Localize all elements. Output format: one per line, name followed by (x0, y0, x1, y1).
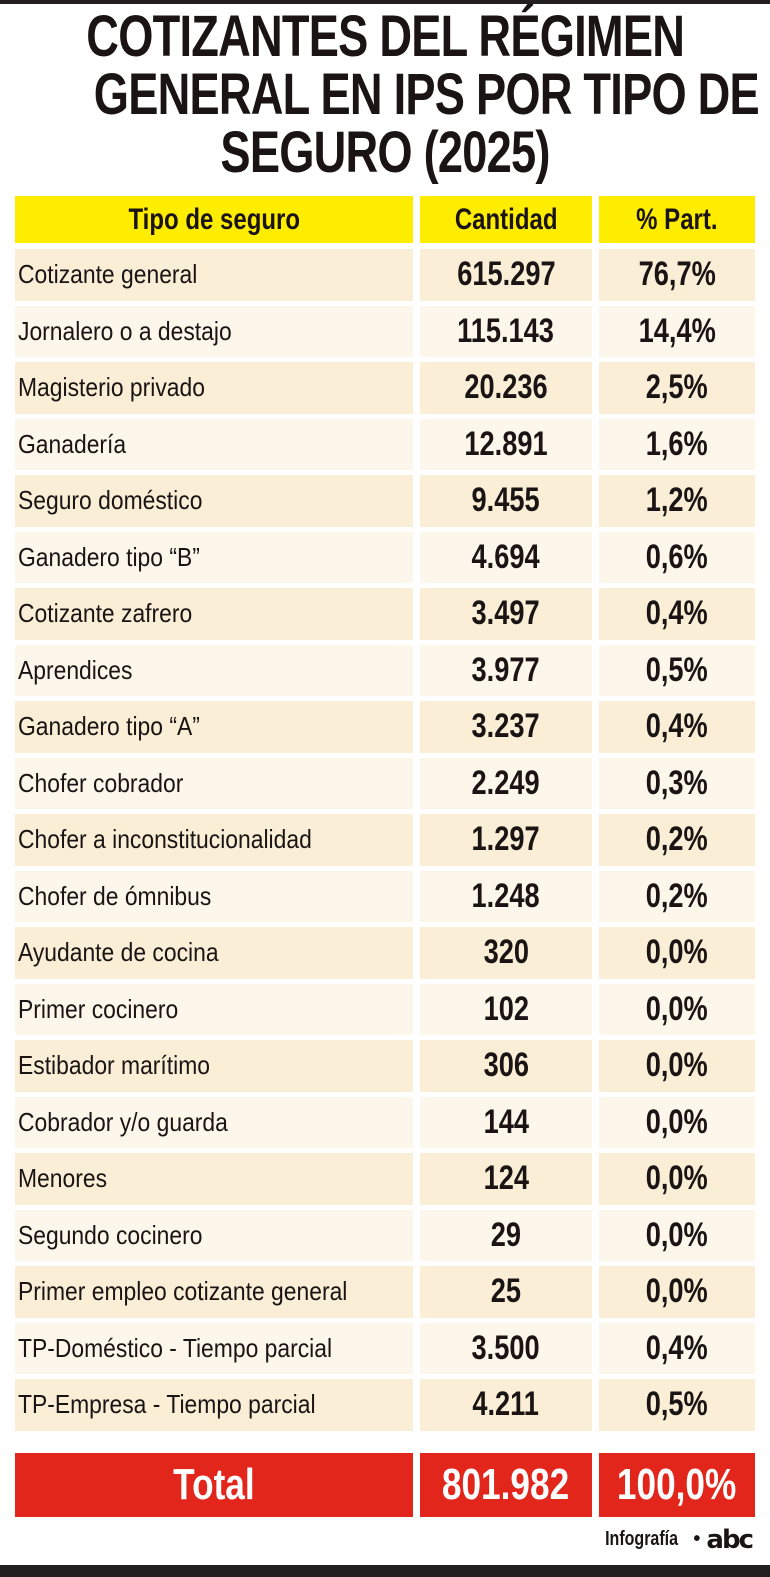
row-cantidad: 25 (420, 1266, 592, 1318)
row-part: 0,0% (599, 1266, 755, 1318)
header-tipo: Tipo de seguro (15, 196, 413, 243)
row-cantidad: 4.211 (420, 1379, 592, 1431)
header-cantidad: Cantidad (420, 196, 592, 243)
row-label: Ganadero tipo “B” (15, 531, 413, 583)
title-line: SEGURO (2025) (220, 120, 550, 185)
row-cantidad: 9.455 (420, 475, 592, 527)
total-cantidad: 801.982 (420, 1453, 592, 1517)
row-label: Jornalero o a destajo (15, 305, 413, 357)
row-label: Ganadería (15, 418, 413, 470)
row-part: 0,3% (599, 757, 755, 809)
row-part: 2,5% (599, 362, 755, 414)
row-label: Primer empleo cotizante general (15, 1266, 413, 1318)
row-cantidad: 3.500 (420, 1322, 592, 1374)
row-label: Magisterio privado (15, 362, 413, 414)
top-rule (0, 0, 770, 4)
row-label: Chofer cobrador (15, 757, 413, 809)
row-part: 1,2% (599, 475, 755, 527)
row-cantidad: 124 (420, 1153, 592, 1205)
row-cantidad: 3.977 (420, 644, 592, 696)
row-part: 0,2% (599, 814, 755, 866)
row-cantidad: 102 (420, 983, 592, 1035)
row-part: 0,0% (599, 983, 755, 1035)
row-label: Cotizante general (15, 249, 413, 301)
row-part: 0,5% (599, 1379, 755, 1431)
row-part: 0,0% (599, 927, 755, 979)
row-cantidad: 2.249 (420, 757, 592, 809)
row-cantidad: 615.297 (420, 249, 592, 301)
row-cantidad: 320 (420, 927, 592, 979)
title-line: COTIZANTES DEL RÉGIMEN (86, 4, 685, 69)
row-part: 0,2% (599, 870, 755, 922)
row-part: 0,5% (599, 644, 755, 696)
abc-logo: abc (706, 1524, 754, 1555)
row-label: Ganadero tipo “A” (15, 701, 413, 753)
row-label: Chofer a inconstitucionalidad (15, 814, 413, 866)
row-cantidad: 306 (420, 1040, 592, 1092)
row-part: 0,4% (599, 1322, 755, 1374)
row-cantidad: 20.236 (420, 362, 592, 414)
title-line: GENERAL EN IPS POR TIPO DE (93, 62, 760, 127)
page-title: COTIZANTES DEL RÉGIMEN GENERAL EN IPS PO… (0, 8, 770, 182)
row-cantidad: 4.694 (420, 531, 592, 583)
header-part: % Part. (599, 196, 755, 243)
row-label: Menores (15, 1153, 413, 1205)
row-cantidad: 3.497 (420, 588, 592, 640)
row-part: 76,7% (599, 249, 755, 301)
row-label: TP-Doméstico - Tiempo parcial (15, 1322, 413, 1374)
separator: • (693, 1528, 701, 1550)
row-label: Segundo cocinero (15, 1209, 413, 1261)
total-part: 100,0% (599, 1453, 755, 1517)
row-cantidad: 1.297 (420, 814, 592, 866)
row-part: 1,6% (599, 418, 755, 470)
row-label: Aprendices (15, 644, 413, 696)
row-part: 0,6% (599, 531, 755, 583)
row-part: 0,4% (599, 701, 755, 753)
row-label: TP-Empresa - Tiempo parcial (15, 1379, 413, 1431)
row-cantidad: 3.237 (420, 701, 592, 753)
row-part: 14,4% (599, 305, 755, 357)
row-cantidad: 12.891 (420, 418, 592, 470)
row-label: Cobrador y/o guarda (15, 1096, 413, 1148)
row-label: Ayudante de cocina (15, 927, 413, 979)
row-part: 0,4% (599, 588, 755, 640)
row-cantidad: 29 (420, 1209, 592, 1261)
row-part: 0,0% (599, 1040, 755, 1092)
total-label: Total (15, 1453, 413, 1517)
footer-credit: Infografía • abc (596, 1524, 754, 1555)
row-label: Seguro doméstico (15, 475, 413, 527)
row-part: 0,0% (599, 1096, 755, 1148)
row-label: Estibador marítimo (15, 1040, 413, 1092)
row-cantidad: 144 (420, 1096, 592, 1148)
row-label: Primer cocinero (15, 983, 413, 1035)
row-label: Cotizante zafrero (15, 588, 413, 640)
bottom-rule (0, 1565, 770, 1577)
row-part: 0,0% (599, 1153, 755, 1205)
row-part: 0,0% (599, 1209, 755, 1261)
credit-text: Infografía (605, 1528, 679, 1550)
row-cantidad: 1.248 (420, 870, 592, 922)
row-label: Chofer de ómnibus (15, 870, 413, 922)
row-cantidad: 115.143 (420, 305, 592, 357)
